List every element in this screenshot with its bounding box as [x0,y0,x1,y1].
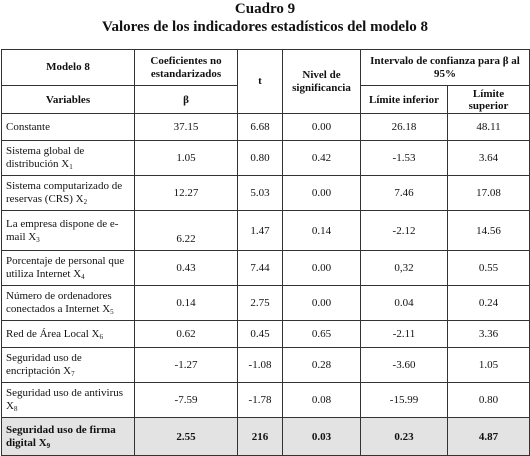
cell-sig: 0.03 [282,417,361,456]
cell-t: -1.78 [237,382,283,418]
header-coeficientes: Coeficientes no estandarizados [134,49,238,86]
table-row: Constante 37.15 6.68 0.00 26.18 48.11 [1,113,530,141]
row-label: Red de Área Local X6 [1,320,135,348]
caption: Cuadro 9 Valores de los indicadores esta… [0,0,530,36]
table-number: Cuadro 9 [234,1,296,17]
header-intervalo: Intervalo de confianza para β al 95% [359,49,530,86]
cell-sig: 0.14 [282,210,361,251]
cell-upper: 3.64 [446,140,530,176]
cell-sig: 0.28 [282,347,361,383]
table-title: Valores de los indicadores estadísticos … [102,19,428,35]
row-label: Porcentaje de personal que utiliza Inter… [1,250,135,286]
cell-beta: 2.55 [134,417,238,456]
header-limite-superior: Límite superior [446,85,530,114]
cell-beta: 1.05 [134,140,238,176]
table-row: Porcentaje de personal que utiliza Inter… [1,250,530,286]
cell-lower: -2.11 [360,320,448,348]
header-limite-inferior: Límite inferior [360,85,448,114]
cell-upper: 48.11 [446,113,530,141]
cell-lower: -2.12 [360,210,448,251]
row-label: Seguridad uso de encriptación X7 [1,347,135,383]
cell-t: 0.80 [237,140,283,176]
header-row: Modelo 8 Coeficientes no estandarizados … [1,49,530,114]
cell-t: 2.75 [237,285,283,321]
header-beta: β [134,85,238,114]
cell-beta: 0.62 [134,320,238,348]
cell-t: 216 [237,417,283,456]
table-row-highlighted: Seguridad uso de firma digital X9 2.55 2… [1,417,530,456]
header-variables: Variables [1,85,135,114]
table-row: Sistema computarizado de reservas (CRS) … [1,175,530,211]
cell-upper: 17.08 [446,175,530,211]
cell-beta: 0.14 [134,285,238,321]
row-label: Sistema computarizado de reservas (CRS) … [1,175,135,211]
cell-upper: 1.05 [446,347,530,383]
cell-lower: 0,32 [360,250,448,286]
table-row: La empresa dispone de e-mail X3 6.22 1.4… [1,210,530,251]
cell-t: 6.68 [237,113,283,141]
cell-lower: 26.18 [360,113,448,141]
statistics-table: Modelo 8 Coeficientes no estandarizados … [1,49,530,456]
row-label: Número de ordenadores conectados a Inter… [1,285,135,321]
cell-sig: 0.65 [282,320,361,348]
cell-t: -1.08 [237,347,283,383]
cell-lower: 0.23 [360,417,448,456]
cell-upper: 0.80 [446,382,530,418]
cell-sig: 0.42 [282,140,361,176]
cell-beta: 12.27 [134,175,238,211]
row-label: Sistema global de distribución X1 [1,140,135,176]
cell-t: 1.47 [237,210,283,251]
subheader-row: Variables β Límite inferior Límite super… [1,85,530,114]
cell-lower: -1.53 [360,140,448,176]
cell-lower: -15.99 [360,382,448,418]
cell-t: 7.44 [237,250,283,286]
header-modelo: Modelo 8 [1,49,135,86]
cell-t: 5.03 [237,175,283,211]
row-label: La empresa dispone de e-mail X3 [1,210,135,251]
table-row: Seguridad uso de antivirus X8 -7.59 -1.7… [1,382,530,418]
cell-upper: 0.55 [446,250,530,286]
table-row: Sistema global de distribución X1 1.05 0… [1,140,530,176]
cell-sig: 0.00 [282,175,361,211]
cell-upper: 4.87 [446,417,530,456]
cell-beta: 0.43 [134,250,238,286]
header-nivel: Nivel de significancia [282,49,361,114]
row-label: Seguridad uso de antivirus X8 [1,382,135,418]
cell-lower: 7.46 [360,175,448,211]
table-row: Seguridad uso de encriptación X7 -1.27 -… [1,347,530,383]
row-label: Constante [1,113,135,141]
cell-t: 0.45 [237,320,283,348]
cell-upper: 3.36 [446,320,530,348]
table-row: Número de ordenadores conectados a Inter… [1,285,530,321]
cell-sig: 0.00 [282,285,361,321]
cell-sig: 0.00 [282,113,361,141]
cell-beta: -7.59 [134,382,238,418]
cell-lower: 0.04 [360,285,448,321]
table-row: Red de Área Local X6 0.62 0.45 0.65 -2.1… [1,320,530,348]
cell-sig: 0.08 [282,382,361,418]
cell-sig: 0.00 [282,250,361,286]
cell-beta: -1.27 [134,347,238,383]
cell-beta: 6.22 [134,210,238,251]
cell-upper: 14.56 [446,210,530,251]
cell-upper: 0.24 [446,285,530,321]
header-t: t [237,49,283,114]
cell-beta: 37.15 [134,113,238,141]
row-label: Seguridad uso de firma digital X9 [1,417,135,456]
cell-lower: -3.60 [360,347,448,383]
